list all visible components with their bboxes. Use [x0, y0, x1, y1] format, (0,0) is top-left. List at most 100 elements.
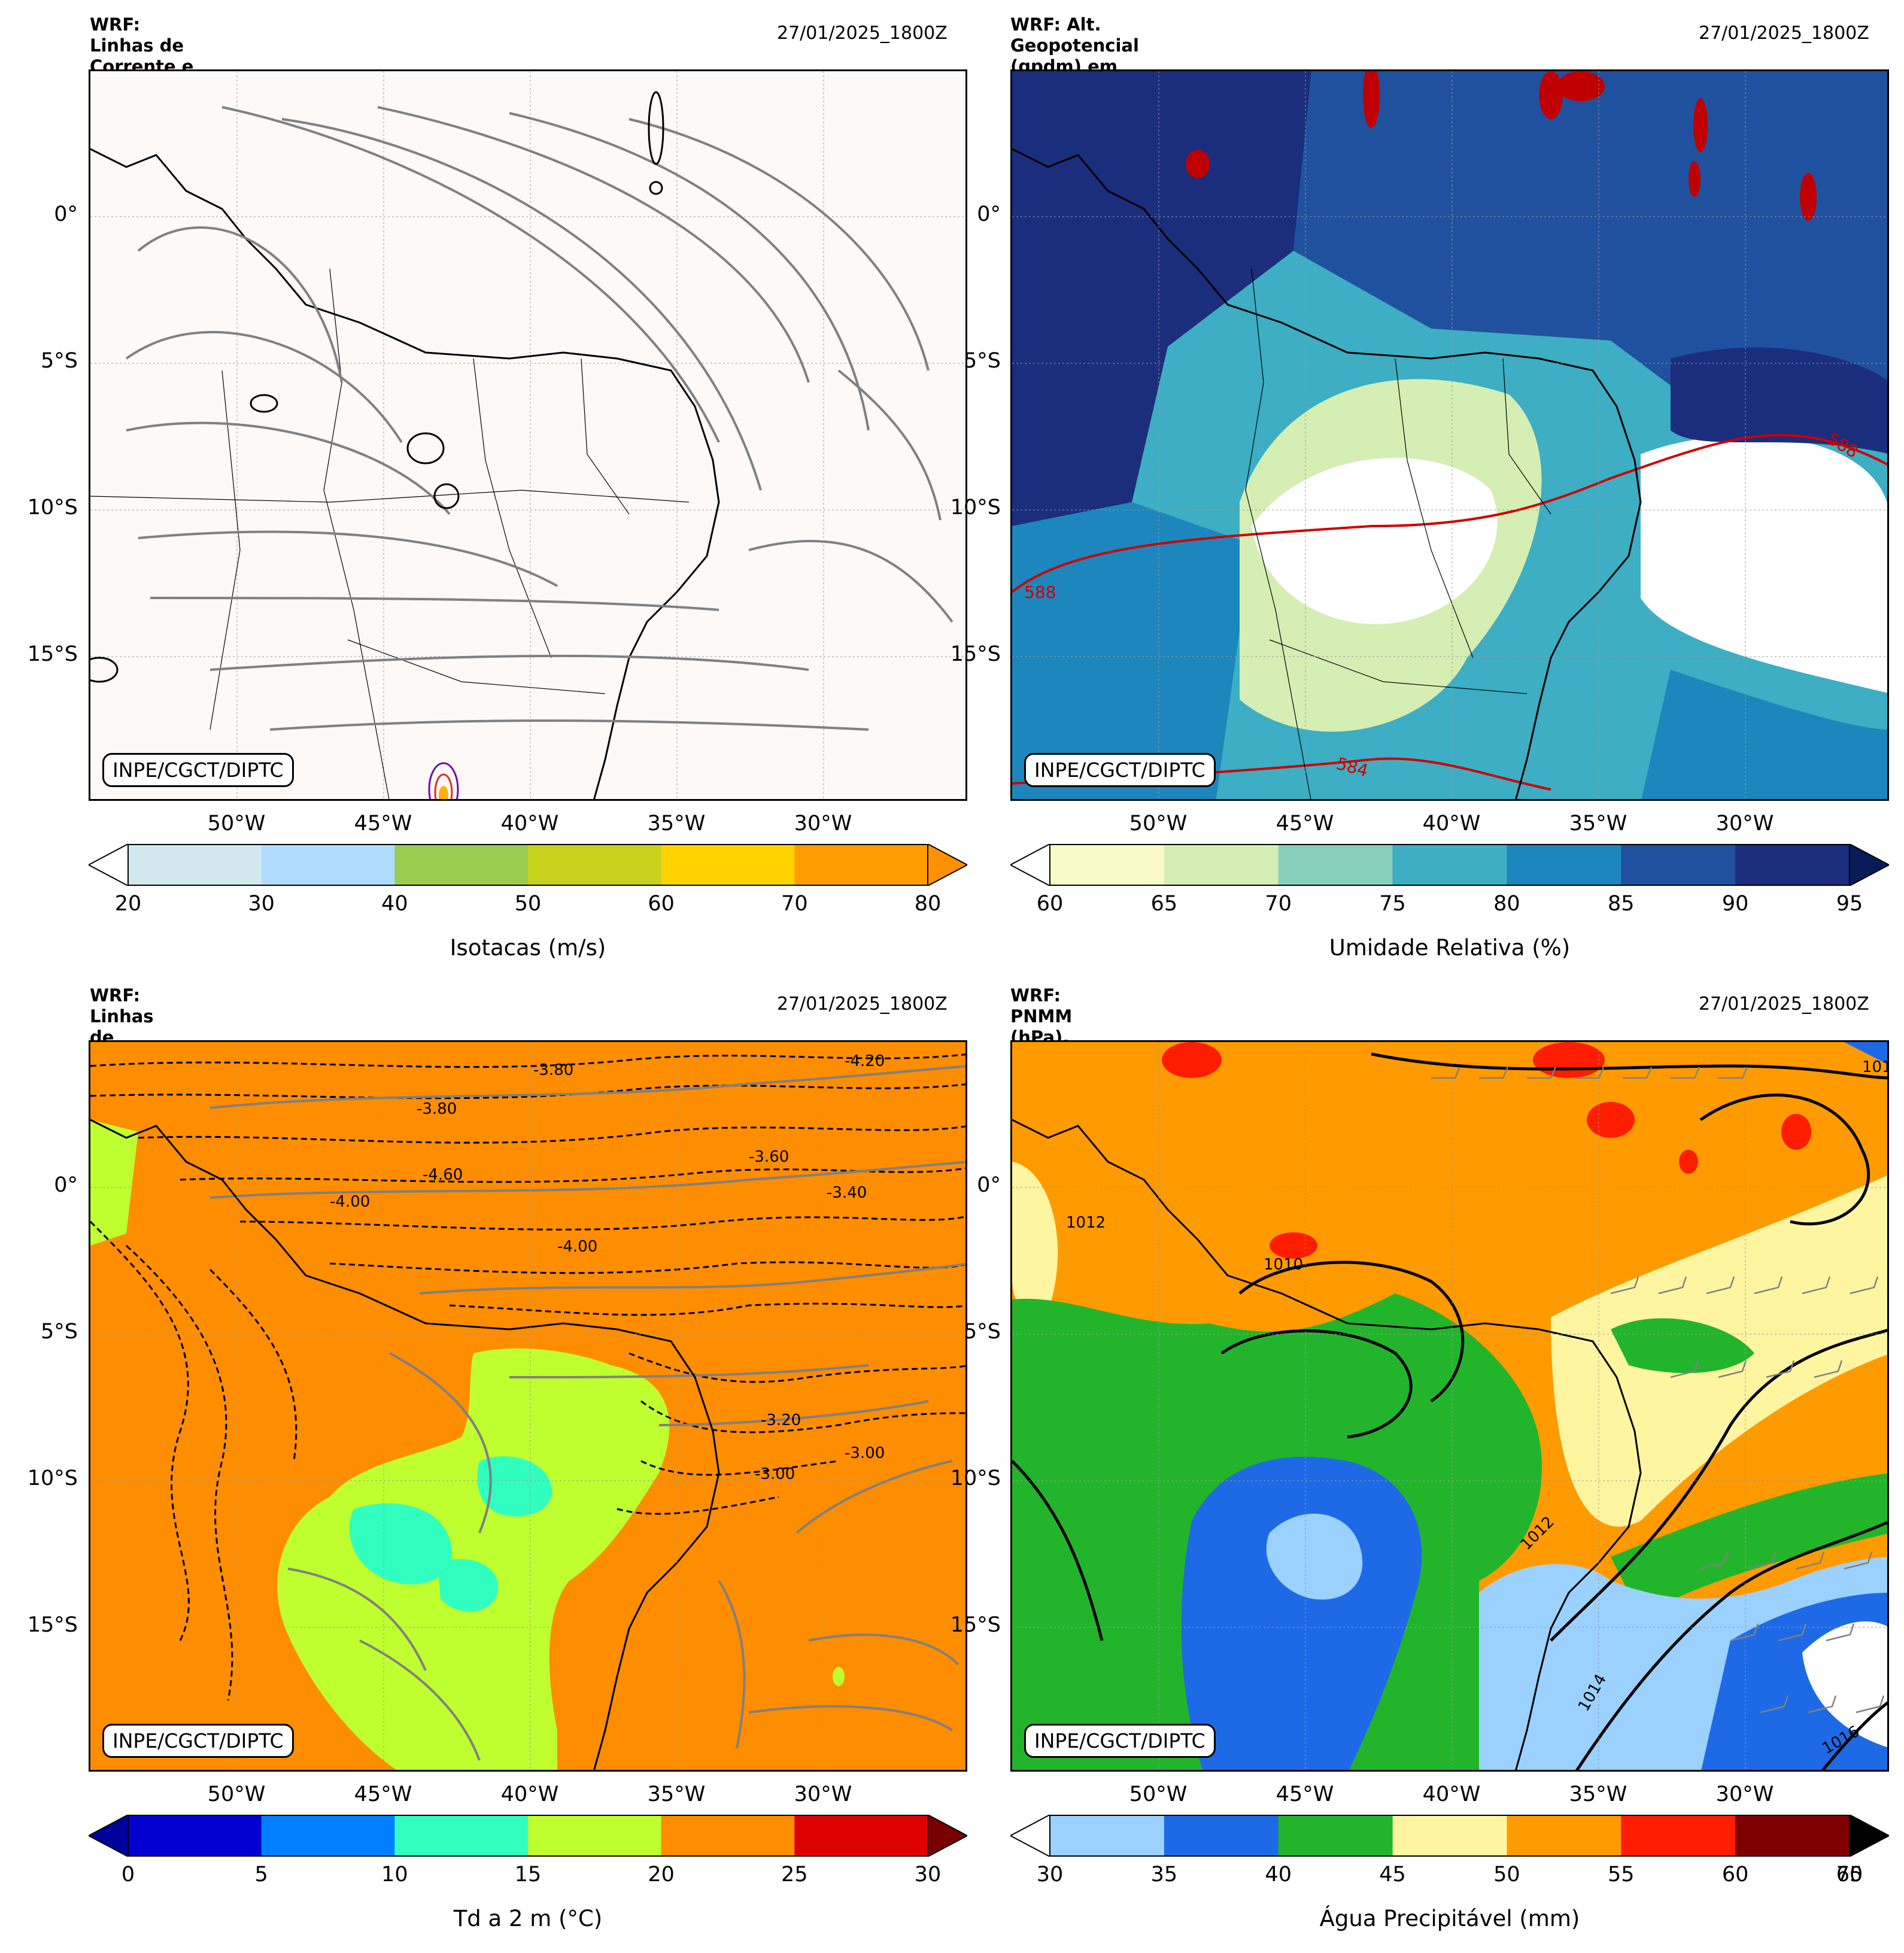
lat-label: 15°S	[950, 642, 1001, 666]
pw-field-low	[1012, 1162, 1058, 1315]
colorbar-swatch	[661, 1815, 795, 1857]
colorbar-tick-label: 60	[648, 892, 675, 916]
colorbar-swatch	[1050, 844, 1165, 886]
credit-badge: INPE/CGCT/DIPTC	[102, 1724, 294, 1758]
lat-label: 0°	[54, 1173, 78, 1197]
lon-label: 40°W	[1422, 1782, 1481, 1806]
colorbar-swatch	[1050, 1815, 1165, 1857]
colorbar-tick-label: 15	[514, 1863, 542, 1887]
colorbar-swatch	[794, 1815, 928, 1857]
credit-badge: INPE/CGCT/DIPTC	[102, 753, 294, 787]
colorbar-label: Água Precipitável (mm)	[1319, 1906, 1580, 1931]
coastline	[90, 148, 720, 799]
contour-label: -3.20	[761, 1411, 801, 1429]
panel-timestamp: 27/01/2025_1800Z	[1699, 23, 1869, 44]
colorbar-tick-label: 25	[781, 1863, 808, 1887]
colorbar-tick-label: 70	[781, 892, 808, 916]
pw-field-max	[1162, 1042, 1811, 1259]
contour-label: -3.80	[533, 1061, 573, 1079]
pw-field-high	[1181, 1457, 1422, 1770]
colorbar-swatch	[1164, 1815, 1279, 1857]
colorbar-swatch	[1392, 844, 1507, 886]
pw-field-moderate	[1611, 1473, 1887, 1617]
colorbar-swatch	[1735, 1815, 1850, 1857]
colorbar-tick-label: 60	[1036, 892, 1064, 916]
colorbar-frame	[1049, 844, 1850, 886]
colorbar-swatch	[1507, 1815, 1621, 1857]
lon-label: 35°W	[647, 812, 706, 836]
coastline	[90, 1119, 720, 1770]
lat-label: 15°S	[27, 642, 78, 666]
map-canvas: 588 588 584	[1012, 71, 1887, 799]
lon-label: 45°W	[354, 812, 412, 836]
map-canvas	[90, 71, 965, 799]
colorbar-tick-label: 40	[381, 892, 408, 916]
colorbar-tick-label: 10	[381, 1863, 408, 1887]
credit-badge: INPE/CGCT/DIPTC	[1024, 1724, 1216, 1758]
lon-label: 50°W	[1129, 1782, 1188, 1806]
colorbar-swatch	[1164, 844, 1279, 886]
colorbar-over-extension	[927, 844, 967, 886]
contour-label: -4.20	[845, 1052, 885, 1070]
coastline	[1012, 1119, 1642, 1770]
lat-label: 10°S	[27, 1466, 78, 1490]
lon-label: 50°W	[207, 812, 266, 836]
lat-label: 10°S	[27, 496, 78, 520]
colorbar-graphic	[1010, 1815, 1889, 1857]
wind-barbs	[1431, 1067, 1885, 1714]
contour-label: -3.40	[827, 1184, 867, 1202]
colorbar-tick-label: 75	[1379, 892, 1406, 916]
colorbar-tick-label: 0	[121, 1863, 135, 1887]
colorbar-under-extension	[1010, 1815, 1050, 1857]
lon-label: 45°W	[1276, 1782, 1334, 1806]
colorbar-over-extension	[1849, 844, 1889, 886]
lifted-index-contours	[90, 1053, 965, 1701]
colorbar-graphic	[89, 844, 967, 886]
colorbar: 20 30 40 50 60 70 80	[89, 844, 967, 916]
colorbar-tick-label: 80	[1493, 892, 1520, 916]
colorbar-swatch	[1621, 844, 1736, 886]
mslp-isobars	[1012, 1052, 1887, 1770]
map-canvas: 1012 1010 1012 1014 1016 1012	[1012, 1042, 1887, 1770]
contour-label: -3.00	[845, 1444, 885, 1462]
colorbar-frame	[127, 844, 928, 886]
map-canvas: -3.80 -3.80 -4.60 -4.00 -3.60 -4.00 -3.2…	[90, 1042, 965, 1770]
colorbar-tick-label: 20	[648, 1863, 675, 1887]
colorbar-tick-label: 85	[1608, 892, 1635, 916]
lon-label: 40°W	[500, 1782, 559, 1806]
colorbar-label: Td a 2 m (°C)	[453, 1906, 603, 1931]
contour-label: -3.00	[755, 1465, 795, 1483]
lon-label: 30°W	[1715, 1782, 1774, 1806]
graticule	[90, 71, 965, 799]
rh-field-moist	[1293, 71, 1887, 430]
colorbar-swatch	[528, 844, 662, 886]
contour-label: -3.80	[417, 1100, 457, 1118]
colorbar-tick-label: 5	[254, 1863, 268, 1887]
colorbar-swatch	[128, 844, 262, 886]
rh-field-band	[1012, 502, 1252, 799]
map-frame: INPE/CGCT/DIPTC	[89, 69, 967, 801]
colorbar-swatch	[128, 1815, 262, 1857]
lat-label: 15°S	[950, 1613, 1001, 1637]
lon-label: 40°W	[1422, 812, 1481, 836]
colorbar-tick-label: 30	[248, 892, 275, 916]
contour-label: 1010	[1264, 1256, 1303, 1274]
lon-label: 45°W	[354, 1782, 412, 1806]
rh-field-ocean-moist	[1641, 670, 1887, 799]
lat-label: 5°S	[41, 349, 78, 373]
jet-maximum	[428, 762, 459, 799]
colorbar-tick-label: 65	[1150, 892, 1178, 916]
contour-label: -3.60	[749, 1148, 789, 1166]
lon-label: 35°W	[1569, 1782, 1627, 1806]
state-borders	[90, 268, 690, 799]
pw-field-very-high	[1266, 1513, 1363, 1600]
colorbar-swatch	[1392, 1815, 1507, 1857]
rh-field-very-dry	[1252, 457, 1498, 624]
lon-label: 45°W	[1276, 812, 1334, 836]
colorbar-under-extension	[89, 1815, 129, 1857]
td-field-interior	[277, 1348, 670, 1770]
colorbar-tick-label: 50	[1493, 1863, 1520, 1887]
colorbar: 30 35 40 45 50 55 60 70 65	[1010, 1815, 1889, 1887]
lon-label: 50°W	[207, 1782, 266, 1806]
colorbar-tick-label: 20	[114, 892, 142, 916]
